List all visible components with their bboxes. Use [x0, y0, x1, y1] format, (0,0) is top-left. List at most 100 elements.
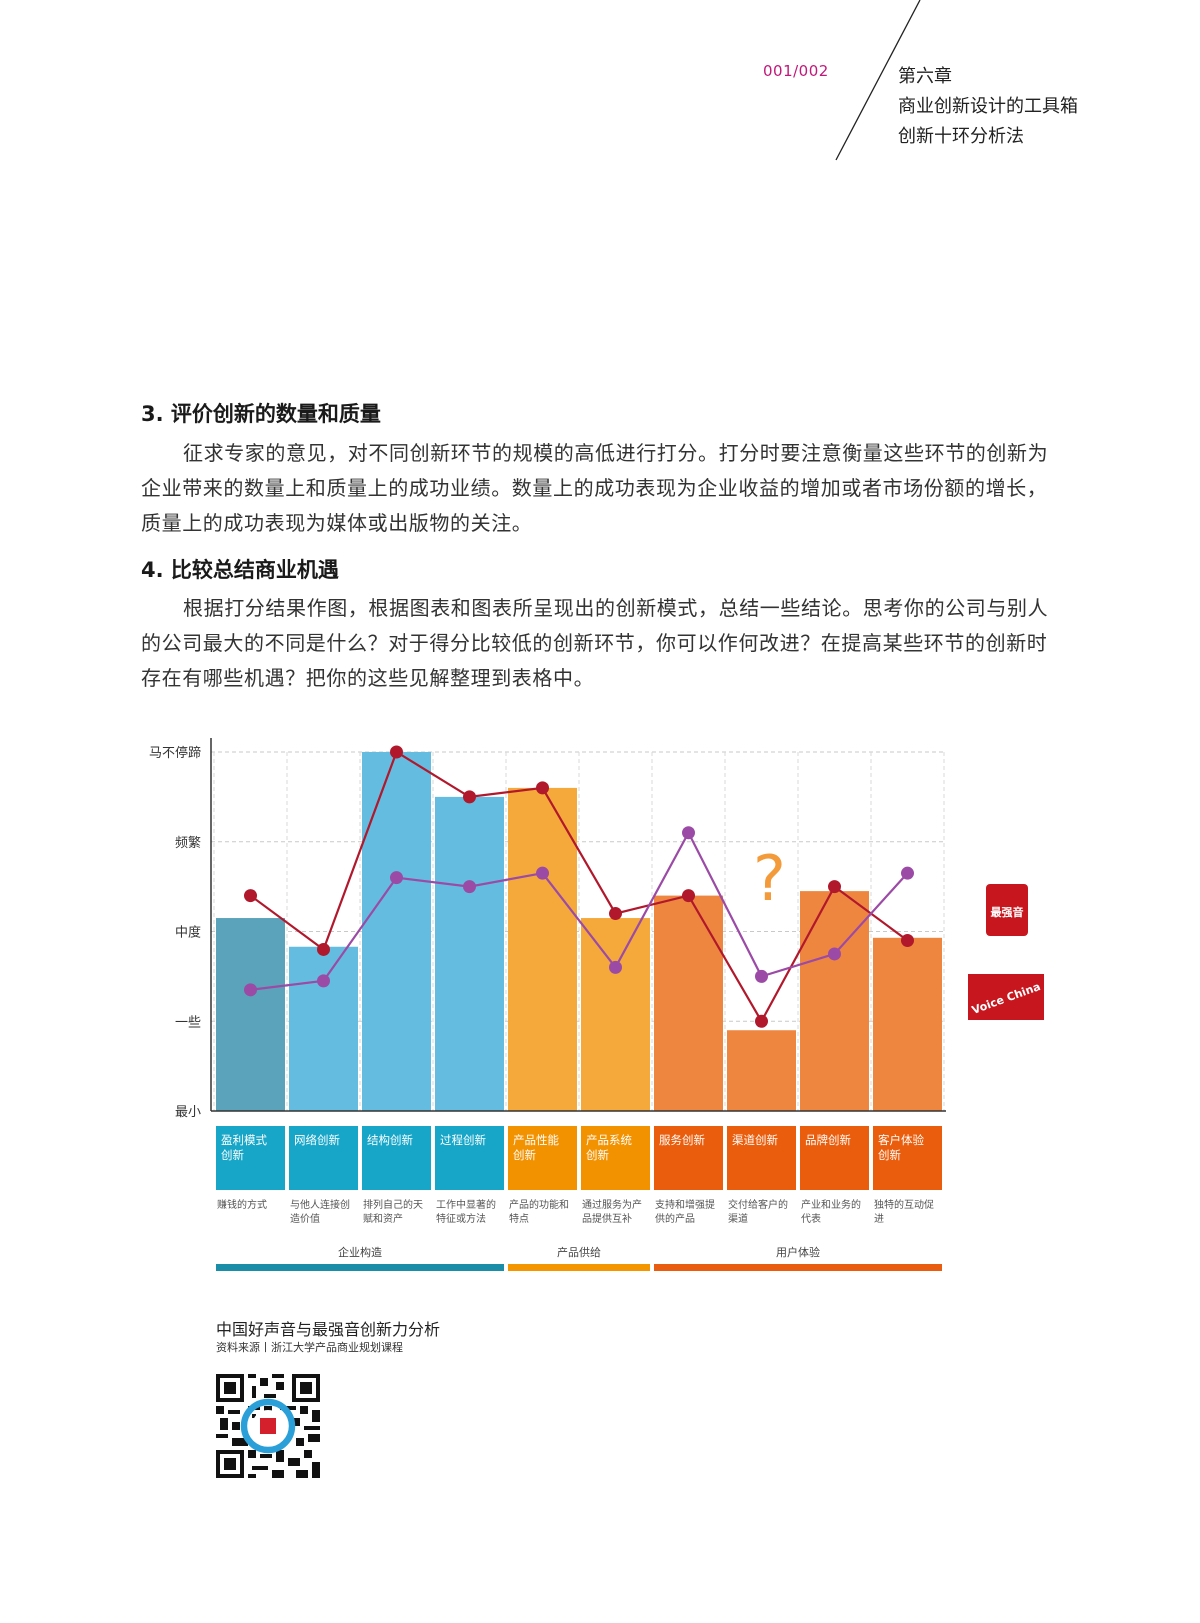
series-point [828, 947, 841, 961]
series-point [390, 745, 403, 759]
category-label: 创新 [586, 1148, 609, 1162]
category-label: 品牌创新 [805, 1133, 851, 1147]
section-heading: 3. 评价创新的数量和质量 [141, 402, 381, 426]
category-label: 过程创新 [440, 1133, 486, 1147]
chapter-line: 创新十环分析法 [898, 126, 1024, 147]
y-tick-label: 中度 [175, 925, 201, 941]
category-label: 客户体验 [878, 1133, 924, 1147]
category-description: 特点 [509, 1213, 529, 1225]
category-label-box [435, 1126, 504, 1190]
category-description: 造价值 [290, 1212, 320, 1225]
series-point [609, 960, 622, 974]
bar [362, 752, 431, 1111]
category-label: 网络创新 [294, 1133, 340, 1147]
series-point [901, 933, 914, 947]
category-label-box [727, 1126, 796, 1190]
series-point [317, 974, 330, 988]
category-description: 排列自己的天 [363, 1198, 423, 1211]
bar [435, 796, 504, 1111]
series-line [250, 830, 909, 991]
category-label-box [289, 1126, 358, 1190]
chapter-line: 商业创新设计的工具箱 [898, 96, 1078, 117]
series-point [317, 942, 330, 956]
header-divider-line [835, 0, 921, 161]
category-label-box [362, 1126, 431, 1190]
series-point [390, 871, 403, 885]
bar [800, 891, 869, 1111]
section-paragraph: 根据打分结果作图，根据图表和图表所呈现出的创新模式，总结一些结论。思考你的公司与… [141, 596, 1049, 690]
series-point [682, 826, 695, 840]
category-label-box [216, 1126, 285, 1190]
category-label: 创新 [513, 1148, 536, 1162]
group-bar [216, 1264, 504, 1271]
category-label-box [508, 1126, 577, 1190]
category-description: 独特的互动促 [874, 1198, 934, 1211]
category-description: 产品的功能和 [509, 1198, 569, 1211]
category-description: 赋和资产 [363, 1212, 403, 1225]
series-point [244, 889, 257, 903]
series-point [609, 907, 622, 921]
series-point [828, 880, 841, 894]
group-label: 企业构造 [338, 1245, 382, 1259]
category-label: 产品性能 [513, 1133, 559, 1147]
category-description: 通过服务为产 [582, 1198, 642, 1211]
logo-zuiqiangyin-icon [986, 884, 1028, 936]
series-point [463, 790, 476, 804]
bar [581, 918, 650, 1111]
category-label: 服务创新 [659, 1133, 705, 1147]
group-bar [654, 1264, 942, 1271]
y-tick-label: 最小 [175, 1105, 201, 1120]
logo-voice-china-text: Voice China [970, 980, 1042, 1017]
bar [289, 946, 358, 1111]
section-paragraph: 征求专家的意见，对不同创新环节的规模的高低进行打分。打分时要注意衡量这些环节的创… [141, 441, 1049, 535]
category-description: 渠道 [728, 1212, 748, 1225]
logo-zuiqiangyin-text: 最强音 [991, 905, 1024, 919]
logo-voice-china-icon [968, 974, 1044, 1020]
series-point [536, 866, 549, 880]
category-description: 工作中显著的 [436, 1198, 496, 1211]
series-line [249, 750, 909, 1024]
y-tick-label: 马不停蹄 [149, 745, 201, 761]
category-description: 代表 [801, 1212, 821, 1225]
chapter-line: 第六章 [898, 66, 952, 87]
category-description: 特征或方法 [436, 1212, 486, 1225]
category-description: 与他人连接创 [290, 1198, 350, 1211]
series-point [755, 1014, 768, 1028]
category-description: 产业和业务的 [801, 1198, 861, 1211]
category-label: 创新 [221, 1148, 244, 1162]
category-description: 赚钱的方式 [217, 1198, 267, 1211]
category-description: 品提供互补 [582, 1212, 632, 1225]
category-label: 渠道创新 [732, 1133, 778, 1147]
bar [873, 937, 942, 1111]
category-label-box [654, 1126, 723, 1190]
bar [508, 787, 577, 1111]
chapter-title: 第六章 商业创新设计的工具箱 创新十环分析法 [898, 62, 1078, 152]
category-description: 交付给客户的 [728, 1198, 788, 1211]
group-label: 用户体验 [776, 1245, 820, 1259]
group-label: 产品供给 [557, 1245, 601, 1259]
series-point [244, 983, 257, 997]
category-label-box [800, 1126, 869, 1190]
category-description: 进 [874, 1213, 884, 1225]
category-label-box [581, 1126, 650, 1190]
page-number: 001/002 [763, 62, 829, 80]
category-label: 创新 [878, 1148, 901, 1162]
series-point [682, 889, 695, 903]
category-description: 支持和增强提 [655, 1198, 715, 1211]
bar [216, 918, 285, 1111]
series-point [536, 781, 549, 795]
category-description: 供的产品 [655, 1212, 695, 1225]
series-point [463, 880, 476, 894]
category-label: 盈利模式 [221, 1133, 267, 1147]
series-point [755, 969, 768, 983]
series-point [901, 866, 914, 880]
group-bar [508, 1264, 650, 1271]
qr-code [216, 1374, 320, 1478]
question-mark-annotation: ? [753, 842, 786, 915]
section-heading: 4. 比较总结商业机遇 [141, 558, 339, 582]
category-label-box [873, 1126, 942, 1190]
category-label: 产品系统 [586, 1133, 632, 1147]
bar [727, 1030, 796, 1111]
chart-source: 资料来源丨浙江大学产品商业规划课程 [216, 1341, 403, 1354]
